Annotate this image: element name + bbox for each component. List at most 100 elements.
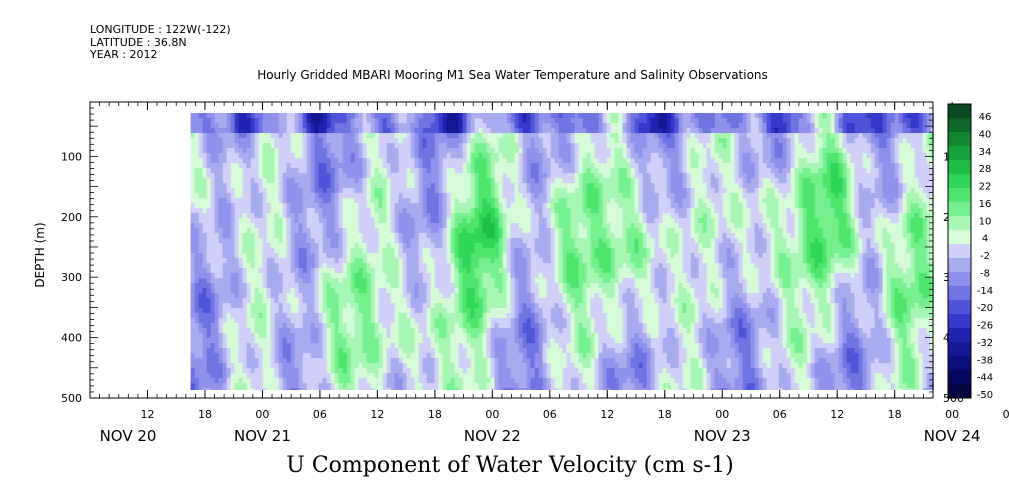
heatmap-cell <box>202 223 208 229</box>
heatmap-cell <box>218 298 224 304</box>
heatmap-cell <box>398 133 404 139</box>
heatmap-cell <box>474 138 480 144</box>
heatmap-cell <box>466 283 472 289</box>
heatmap-cell <box>274 373 280 379</box>
heatmap-cell <box>294 118 300 124</box>
heatmap-cell <box>254 158 260 164</box>
heatmap-cell <box>318 233 324 239</box>
heatmap-cell <box>534 298 540 304</box>
heatmap-cell <box>526 208 532 214</box>
heatmap-cell <box>502 243 508 249</box>
heatmap-cell <box>430 278 436 284</box>
heatmap-cell <box>266 128 272 134</box>
heatmap-cell <box>490 303 496 309</box>
heatmap-cell <box>254 198 260 204</box>
heatmap-cell <box>222 198 228 204</box>
heatmap-cell <box>398 353 404 359</box>
heatmap-cell <box>426 163 432 169</box>
heatmap-cell <box>246 323 252 329</box>
heatmap-cell <box>206 233 212 239</box>
heatmap-cell <box>250 143 256 149</box>
heatmap-cell <box>314 378 320 384</box>
heatmap-cell <box>278 278 284 284</box>
heatmap-cell <box>326 323 332 329</box>
heatmap-cell <box>310 163 316 169</box>
heatmap-cell <box>266 123 272 129</box>
heatmap-cell <box>302 353 308 359</box>
heatmap-cell <box>494 378 500 384</box>
heatmap-cell <box>306 193 312 199</box>
heatmap-cell <box>262 258 268 264</box>
heatmap-cell <box>354 168 360 174</box>
heatmap-cell <box>498 138 504 144</box>
heatmap-cell <box>470 253 476 259</box>
heatmap-cell <box>506 168 512 174</box>
heatmap-cell <box>210 238 216 244</box>
heatmap-cell <box>506 223 512 229</box>
heatmap-cell <box>278 213 284 219</box>
heatmap-cell <box>250 118 256 124</box>
heatmap-cell <box>406 113 412 114</box>
heatmap-cell <box>318 273 324 279</box>
heatmap-cell <box>262 313 268 319</box>
heatmap-cell <box>282 213 288 219</box>
heatmap-cell <box>202 203 208 209</box>
heatmap-cell <box>198 183 204 189</box>
heatmap-cell <box>266 138 272 144</box>
heatmap-cell <box>346 258 352 264</box>
heatmap-cell <box>250 293 256 299</box>
heatmap-cell <box>270 193 276 199</box>
heatmap-cell <box>478 263 484 269</box>
heatmap-cell <box>206 313 212 319</box>
heatmap-cell <box>358 268 364 274</box>
heatmap-cell <box>302 313 308 319</box>
heatmap-cell <box>442 383 448 389</box>
heatmap-cell <box>474 333 480 339</box>
heatmap-cell <box>318 363 324 369</box>
heatmap-cell <box>434 153 440 159</box>
heatmap-cell <box>458 133 464 139</box>
heatmap-cell <box>274 188 280 194</box>
heatmap-cell <box>530 113 536 114</box>
heatmap-cell <box>418 243 424 249</box>
heatmap-cell <box>298 258 304 264</box>
heatmap-cell <box>218 173 224 179</box>
heatmap-cell <box>370 173 376 179</box>
heatmap-cell <box>470 208 476 214</box>
heatmap-cell <box>370 368 376 374</box>
heatmap-cell <box>526 238 532 244</box>
heatmap-cell <box>482 298 488 304</box>
heatmap-cell <box>222 233 228 239</box>
heatmap-cell <box>510 203 516 209</box>
heatmap-cell <box>386 128 392 134</box>
heatmap-cell <box>470 268 476 274</box>
heatmap-cell <box>478 253 484 259</box>
heatmap-cell <box>306 173 312 179</box>
heatmap-cell <box>318 313 324 319</box>
heatmap-cell <box>398 158 404 164</box>
heatmap-cell <box>250 378 256 384</box>
heatmap-cell <box>322 388 328 390</box>
heatmap-cell <box>194 348 200 354</box>
heatmap-cell <box>362 273 368 279</box>
heatmap-cell <box>282 193 288 199</box>
heatmap-cell <box>274 138 280 144</box>
heatmap-cell <box>414 328 420 334</box>
heatmap-cell <box>214 213 220 219</box>
heatmap-cell <box>270 253 276 259</box>
heatmap-cell <box>474 218 480 224</box>
heatmap-cell <box>478 188 484 194</box>
heatmap-cell <box>210 118 216 124</box>
heatmap-cell <box>366 358 372 364</box>
heatmap-cell <box>222 363 228 369</box>
heatmap-cell <box>346 283 352 289</box>
heatmap-cell <box>402 288 408 294</box>
heatmap-cell <box>514 378 520 384</box>
heatmap-cell <box>398 168 404 174</box>
heatmap-cell <box>310 258 316 264</box>
heatmap-cell <box>474 303 480 309</box>
heatmap-cell <box>190 133 196 139</box>
heatmap-cell <box>450 378 456 384</box>
heatmap-cell <box>510 173 516 179</box>
heatmap-cell <box>234 333 240 339</box>
